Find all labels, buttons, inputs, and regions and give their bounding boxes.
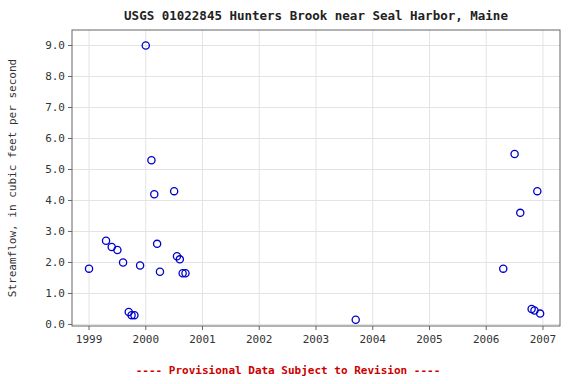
y-tick-label: 9.0 xyxy=(45,39,65,52)
point xyxy=(182,270,189,277)
grid-line-y xyxy=(72,293,560,294)
y-tick xyxy=(68,107,72,108)
point xyxy=(148,157,155,164)
grid-line-y xyxy=(72,45,560,46)
chart-container: 1999 2000 2001 2002 2003 2004 2005 2006 2007 0.0 1… xyxy=(0,0,576,384)
x-tick-label: 2006 xyxy=(473,333,500,346)
x-tick-label: 2007 xyxy=(530,333,557,346)
grid-line-x xyxy=(145,30,146,326)
y-tick-label: 5.0 xyxy=(45,163,65,176)
y-axis: 0.0 1.0 2.0 3.0 4.0 5.0 6.0 7.0 8.0 9.0 xyxy=(45,39,72,331)
title: USGS 01022845 Hunters Brook near Seal Ha… xyxy=(124,8,508,23)
grid xyxy=(72,30,560,326)
x-tick xyxy=(145,326,146,330)
point xyxy=(142,42,149,49)
x-tick-label: 2001 xyxy=(189,333,216,346)
y-tick xyxy=(68,76,72,77)
point xyxy=(537,310,544,317)
point xyxy=(352,316,359,323)
x-tick-label: 2003 xyxy=(303,333,330,346)
x-tick-label: 1999 xyxy=(76,333,103,346)
x-tick-label: 2000 xyxy=(133,333,160,346)
x-tick-label: 2005 xyxy=(416,333,443,346)
point xyxy=(119,259,126,266)
y-tick xyxy=(68,324,72,325)
y-axis-label: Streamflow, in cubic feet per second xyxy=(6,59,19,297)
point xyxy=(517,209,524,216)
grid-line-y xyxy=(72,169,560,170)
point xyxy=(154,240,161,247)
point xyxy=(156,268,163,275)
y-tick-label: 0.0 xyxy=(45,318,65,331)
grid-line-y xyxy=(72,262,560,263)
x-tick-label: 2002 xyxy=(246,333,273,346)
point xyxy=(131,312,138,319)
y-tick-label: 4.0 xyxy=(45,194,65,207)
point xyxy=(102,237,109,244)
x-tick xyxy=(202,326,203,330)
chart: 1999 2000 2001 2002 2003 2004 2005 2006 2007 0.0 1… xyxy=(0,0,576,384)
y-tick-label: 8.0 xyxy=(45,70,65,83)
point xyxy=(85,265,92,272)
y-tick-label: 1.0 xyxy=(45,287,65,300)
plot-frame xyxy=(72,30,560,326)
grid-line-x xyxy=(89,30,90,326)
grid-line-y xyxy=(72,138,560,139)
grid-line-y xyxy=(72,76,560,77)
y-tick xyxy=(68,231,72,232)
x-tick xyxy=(316,326,317,330)
grid-line-y xyxy=(72,324,560,325)
y-tick xyxy=(68,138,72,139)
x-tick xyxy=(542,326,543,330)
y-tick xyxy=(68,169,72,170)
x-tick xyxy=(259,326,260,330)
annotation: ---- Provisional Data Subject to Revisio… xyxy=(136,364,441,377)
y-tick xyxy=(68,45,72,46)
point xyxy=(500,265,507,272)
grid-line-x xyxy=(542,30,543,326)
grid-line-x xyxy=(429,30,430,326)
y-tick xyxy=(68,262,72,263)
point xyxy=(151,191,158,198)
grid-line-y xyxy=(72,200,560,201)
x-axis: 1999 2000 2001 2002 2003 2004 2005 2006 2007 xyxy=(76,326,556,346)
y-tick xyxy=(68,200,72,201)
point xyxy=(176,256,183,263)
plot-background xyxy=(72,30,560,326)
x-tick xyxy=(486,326,487,330)
point xyxy=(136,262,143,269)
x-tick xyxy=(372,326,373,330)
grid-line-x xyxy=(372,30,373,326)
point xyxy=(534,188,541,195)
point xyxy=(114,246,121,253)
grid-line-x xyxy=(202,30,203,326)
x-tick xyxy=(429,326,430,330)
y-tick-label: 2.0 xyxy=(45,256,65,269)
grid-line-y xyxy=(72,231,560,232)
point xyxy=(511,150,518,157)
x-tick xyxy=(89,326,90,330)
grid-line-y xyxy=(72,107,560,108)
grid-line-x xyxy=(316,30,317,326)
grid-line-x xyxy=(486,30,487,326)
y-tick xyxy=(68,293,72,294)
y-tick-label: 7.0 xyxy=(45,101,65,114)
points xyxy=(85,42,543,324)
y-tick-label: 3.0 xyxy=(45,225,65,238)
x-tick-label: 2004 xyxy=(359,333,386,346)
grid-line-x xyxy=(259,30,260,326)
point xyxy=(171,188,178,195)
y-tick-label: 6.0 xyxy=(45,132,65,145)
